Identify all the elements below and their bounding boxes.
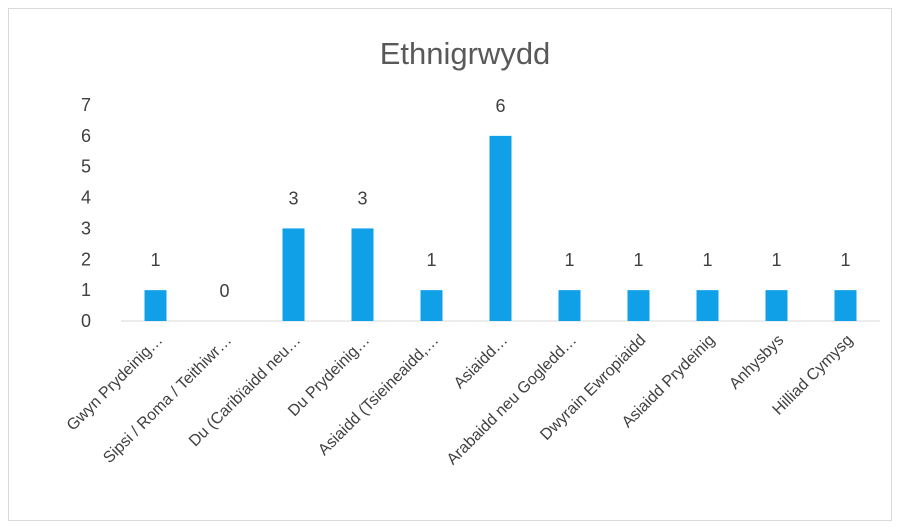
data-label: 1 bbox=[840, 250, 850, 270]
y-tick-label: 1 bbox=[81, 280, 91, 300]
data-label: 1 bbox=[702, 250, 712, 270]
data-label: 0 bbox=[219, 281, 229, 301]
data-label: 1 bbox=[426, 250, 436, 270]
data-label: 3 bbox=[288, 188, 298, 208]
y-tick-label: 3 bbox=[81, 218, 91, 238]
x-tick-label: Asiaidd (Tsieineaidd,… bbox=[315, 332, 442, 459]
bar bbox=[696, 290, 719, 321]
bar bbox=[627, 290, 650, 321]
bar bbox=[144, 290, 167, 321]
y-tick-label: 0 bbox=[81, 311, 91, 331]
bar bbox=[558, 290, 581, 321]
x-tick-label: Du (Caribïaidd neu… bbox=[186, 332, 304, 450]
y-tick-label: 7 bbox=[81, 95, 91, 115]
bar bbox=[834, 290, 857, 321]
data-label: 1 bbox=[564, 250, 574, 270]
bar bbox=[420, 290, 443, 321]
data-label: 3 bbox=[357, 188, 367, 208]
bar bbox=[282, 228, 305, 321]
data-label: 1 bbox=[150, 250, 160, 270]
data-label: 6 bbox=[495, 96, 505, 116]
chart-title: Ethnigrwydd bbox=[380, 36, 551, 71]
bar bbox=[765, 290, 788, 321]
x-tick-label: Sipsi / Roma / Teithiwr… bbox=[100, 332, 235, 467]
x-tick-label: Anhysbys bbox=[726, 332, 787, 393]
y-tick-label: 2 bbox=[81, 249, 91, 269]
bar bbox=[489, 135, 512, 321]
y-tick-label: 5 bbox=[81, 157, 91, 177]
data-label: 1 bbox=[771, 250, 781, 270]
x-tick-label: Arabaidd neu Gogledd… bbox=[444, 332, 581, 469]
y-tick-label: 6 bbox=[81, 126, 91, 146]
x-tick-label: Asiaidd… bbox=[451, 332, 511, 392]
data-label: 1 bbox=[633, 250, 643, 270]
y-tick-label: 4 bbox=[81, 188, 91, 208]
x-axis-ticks: Gwyn Prydeinig…Sipsi / Roma / Teithiwr…D… bbox=[64, 332, 857, 469]
bars-group bbox=[144, 135, 857, 321]
y-axis-ticks: 0 1 2 3 4 5 6 7 bbox=[81, 95, 91, 331]
bar bbox=[351, 228, 374, 321]
